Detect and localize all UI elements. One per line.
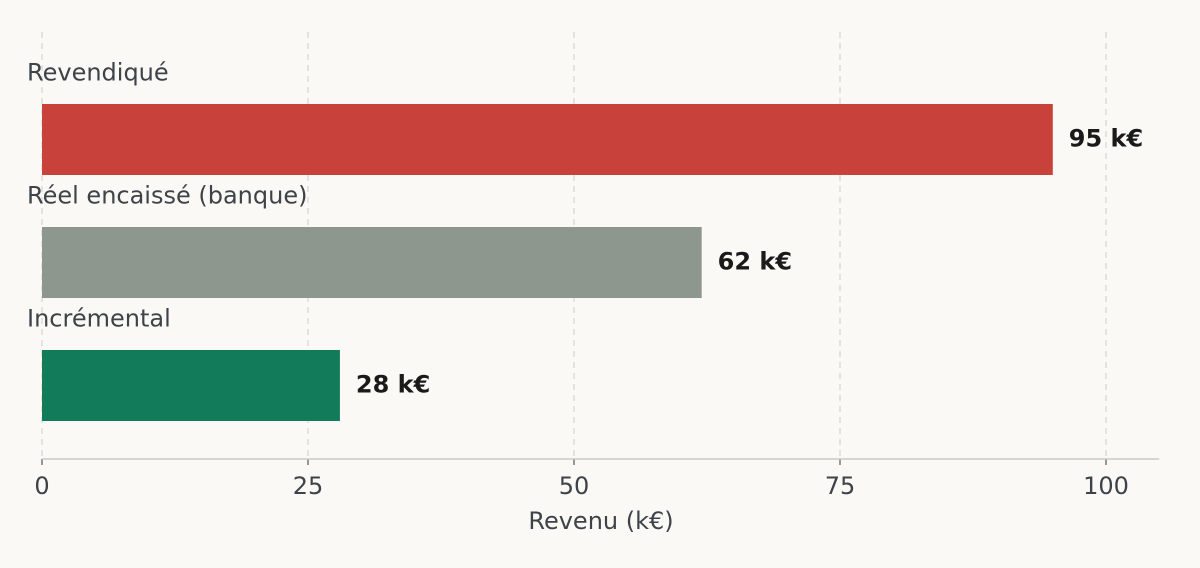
value-label: 95 k€ bbox=[1069, 125, 1143, 153]
value-label: 28 k€ bbox=[356, 371, 430, 399]
x-tick-label: 75 bbox=[825, 472, 856, 500]
x-tick-label: 0 bbox=[34, 472, 49, 500]
category-label: Incrémental bbox=[27, 305, 171, 333]
bar bbox=[42, 227, 702, 298]
category-label: Réel encaissé (banque) bbox=[27, 182, 307, 210]
category-label: Revendiqué bbox=[27, 59, 169, 87]
bar bbox=[42, 104, 1053, 175]
x-tick-label: 100 bbox=[1083, 472, 1129, 500]
value-label: 62 k€ bbox=[718, 248, 792, 276]
bar bbox=[42, 350, 340, 421]
x-tick-label: 50 bbox=[559, 472, 590, 500]
x-tick-label: 25 bbox=[293, 472, 324, 500]
x-axis-label: Revenu (k€) bbox=[528, 507, 673, 535]
